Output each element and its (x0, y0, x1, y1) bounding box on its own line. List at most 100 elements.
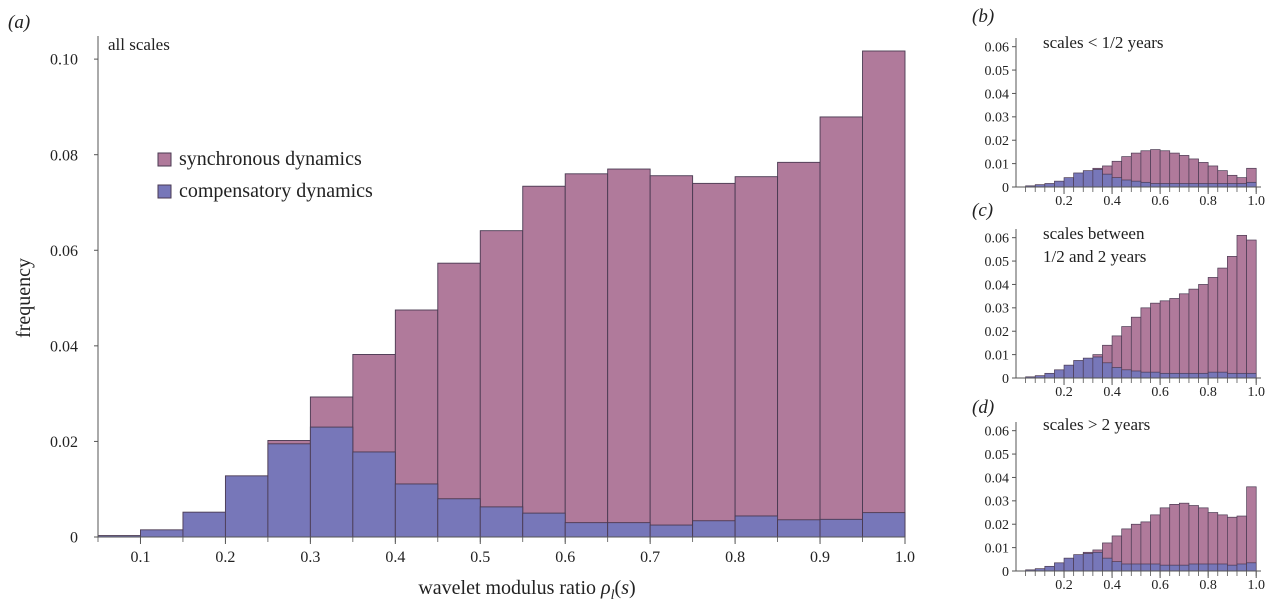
panel-d-bar-compensatory-11 (1130, 563, 1142, 572)
panel-b-bar-compensatory-2 (1044, 183, 1055, 188)
panel-b-x-tick-label-3: 0.8 (1199, 194, 1217, 209)
panel-c-bars (1025, 234, 1257, 379)
panel-c-bar-compensatory-5 (1073, 360, 1084, 379)
panel-c-bar-compensatory-6 (1082, 357, 1094, 379)
panel-d-bar-compensatory-19 (1207, 563, 1219, 572)
panel-d-label: (d) (972, 397, 994, 418)
panel-b-bar-compensatory-18 (1198, 183, 1209, 188)
panel-a-bar-compensatory-15 (734, 515, 779, 538)
panel-d-bar-compensatory-3 (1054, 562, 1065, 572)
panel-b-title: scales < 1/2 years (1043, 33, 1164, 52)
panel-d-bar-compensatory-8 (1102, 557, 1113, 572)
panel-a-bar-compensatory-14 (692, 520, 736, 538)
panel-a-title: all scales (108, 35, 170, 54)
panel-a-x-tick-label-6: 0.7 (640, 549, 660, 566)
panel-a-axes: 0 0.02 0.04 0.06 0.08 0.10 0.1 0.2 0.3 0.4 0.5 0.6 0… (50, 36, 915, 566)
x-axis-label-text: wavelet modulus ratio (418, 577, 601, 599)
panel-b-chart: (b) scales < 1/2 years 0 0.01 0.02 0.03 0.04… (972, 6, 1265, 209)
panel-c-bar-synchronous-13 (1150, 302, 1161, 379)
panel-d-bar-synchronous-13 (1150, 514, 1161, 572)
panel-c-bar-synchronous-14 (1159, 300, 1171, 379)
panel-a-bar-compensatory-5 (309, 426, 354, 538)
panel-b-bar-compensatory-22 (1236, 183, 1247, 188)
panel-a-y-tick-label-2: 0.04 (50, 338, 78, 355)
panel-c-bar-compensatory-20 (1217, 371, 1228, 379)
panel-a-bar-synchronous-14 (692, 182, 736, 538)
panel-b-bar-compensatory-3 (1054, 180, 1065, 188)
panel-b-bar-compensatory-7 (1092, 169, 1103, 188)
panel-a-chart: (a) all scales frequency wavelet modulus… (8, 12, 915, 602)
panel-c-bar-synchronous-20 (1217, 267, 1228, 379)
panel-c-y-tick-label-0: 0 (1002, 372, 1009, 387)
panel-d-y-tick-label-5: 0.05 (985, 448, 1010, 463)
panel-c-bar-synchronous-16 (1178, 293, 1190, 379)
panel-c-y-tick-label-5: 0.05 (985, 255, 1010, 270)
panel-c-bar-compensatory-23 (1246, 372, 1257, 379)
panel-b-bar-synchronous-16 (1178, 155, 1190, 188)
panel-c-bar-synchronous-15 (1169, 298, 1180, 379)
panel-a-bar-synchronous-16 (777, 161, 821, 538)
panel-d-bar-compensatory-2 (1044, 565, 1055, 572)
panel-d-bar-synchronous-22 (1236, 515, 1247, 572)
panel-d-bar-compensatory-15 (1169, 564, 1180, 572)
panel-b-bar-compensatory-16 (1178, 183, 1190, 188)
panel-a-bar-compensatory-12 (607, 522, 651, 538)
panel-a-bar-compensatory-8 (437, 498, 481, 538)
panel-b-y-tick-label-4: 0.04 (985, 87, 1010, 102)
panel-d-y-tick-label-3: 0.03 (985, 495, 1010, 510)
panel-c-bar-synchronous-21 (1227, 256, 1238, 379)
panel-a-label: (a) (8, 12, 30, 33)
panel-c-title-line-2: 1/2 and 2 years (1043, 247, 1146, 266)
panel-b-bar-compensatory-17 (1188, 183, 1199, 188)
panel-a-bars (97, 50, 906, 538)
panel-b-bar-synchronous-14 (1159, 150, 1171, 188)
panel-b-bar-compensatory-5 (1073, 172, 1084, 188)
panel-a-x-tick-label-8: 0.9 (810, 549, 830, 566)
panel-b-bar-compensatory-10 (1121, 179, 1132, 188)
panel-d-bar-compensatory-22 (1236, 563, 1247, 572)
panel-d-bar-compensatory-23 (1246, 562, 1257, 572)
panel-a-y-tick-label-0: 0 (70, 530, 78, 547)
panel-b-bar-compensatory-23 (1246, 181, 1257, 188)
panel-b-bar-compensatory-19 (1207, 183, 1219, 188)
x-axis-label-close: ) (629, 577, 636, 599)
panel-a-y-tick-label-4: 0.08 (50, 147, 78, 164)
panel-c-y-tick-label-6: 0.06 (985, 232, 1010, 247)
panel-a-bar-compensatory-16 (777, 519, 821, 538)
panel-c-bar-compensatory-4 (1063, 364, 1075, 379)
panel-c-bar-synchronous-23 (1246, 239, 1257, 379)
panel-a-x-tick-label-4: 0.5 (470, 549, 490, 566)
panel-c-bar-compensatory-22 (1236, 372, 1247, 379)
panel-c-x-tick-label-3: 0.8 (1199, 385, 1217, 400)
panel-d-bar-compensatory-16 (1178, 564, 1190, 572)
legend-swatch-synchronous (157, 152, 172, 167)
x-axis-label-subscript: l (611, 588, 615, 602)
panel-a-bar-compensatory-2 (182, 511, 226, 538)
panel-a-bar-compensatory-1 (140, 529, 184, 538)
panel-c-y-tick-label-1: 0.01 (985, 349, 1010, 364)
panel-c-bar-compensatory-15 (1169, 372, 1180, 379)
panel-a-bar-compensatory-7 (394, 483, 439, 538)
panel-c-bar-compensatory-18 (1198, 372, 1209, 379)
panel-a-x-tick-label-3: 0.4 (385, 549, 405, 566)
panel-a-y-tick-label-1: 0.02 (50, 434, 78, 451)
panel-d-y-tick-label-0: 0 (1002, 565, 1009, 580)
panel-b-bars (1025, 149, 1257, 188)
panel-a-bar-synchronous-10 (522, 185, 566, 538)
panel-b-bar-compensatory-9 (1111, 177, 1123, 188)
panel-d-bar-compensatory-5 (1073, 554, 1084, 572)
panel-a-bar-compensatory-18 (862, 512, 906, 538)
panel-b-bar-compensatory-11 (1130, 180, 1142, 188)
panel-c-bar-compensatory-9 (1111, 367, 1123, 379)
panel-c-x-tick-label-4: 1.0 (1247, 385, 1265, 400)
panel-c-bar-synchronous-18 (1198, 284, 1209, 379)
panel-a-x-tick-label-5: 0.6 (555, 549, 575, 566)
panel-a-y-axis-label: frequency (13, 258, 35, 338)
panel-c-bar-compensatory-11 (1130, 370, 1142, 379)
panel-d-bar-synchronous-23 (1246, 486, 1257, 572)
panel-c-bar-compensatory-12 (1140, 371, 1151, 379)
panel-c-bar-compensatory-21 (1227, 372, 1238, 379)
panel-d-bar-synchronous-20 (1217, 514, 1228, 572)
panel-d-x-tick-label-3: 0.8 (1199, 578, 1217, 593)
